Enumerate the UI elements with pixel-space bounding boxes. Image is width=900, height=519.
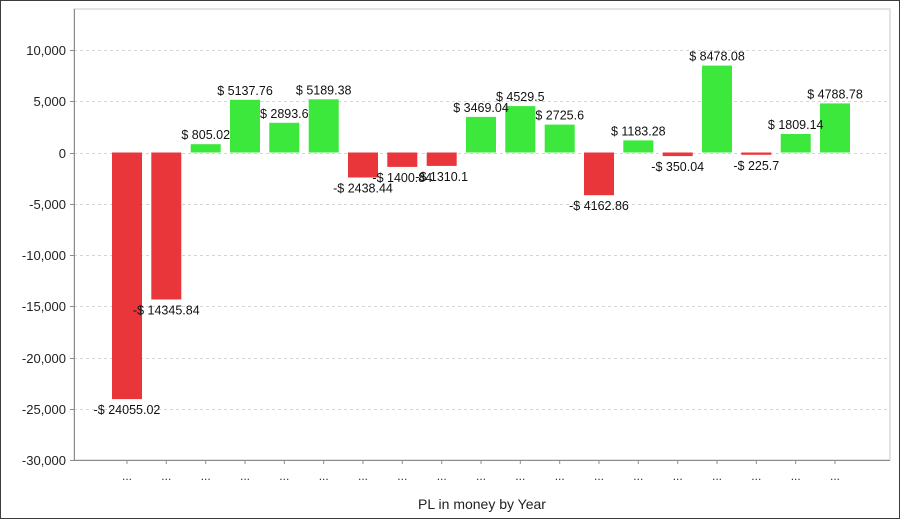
bar xyxy=(151,152,182,300)
bars xyxy=(112,65,850,400)
bar xyxy=(780,134,811,153)
data-label: -$ 14345.84 xyxy=(133,304,200,318)
bar xyxy=(190,144,221,153)
data-label: -$ 2438.44 xyxy=(333,182,393,196)
grid-lines xyxy=(73,8,891,461)
y-tick-label: -10,000 xyxy=(22,248,66,263)
x-tick-label: ... xyxy=(594,469,604,483)
bar xyxy=(112,152,142,400)
bar xyxy=(269,122,300,153)
bar xyxy=(584,152,614,196)
bar xyxy=(544,124,575,153)
x-tick-label: ... xyxy=(633,469,643,483)
data-label: $ 8478.08 xyxy=(689,50,745,64)
x-tick-label: ... xyxy=(397,469,407,483)
x-tick-label: ... xyxy=(555,469,565,483)
y-tick-label: 5,000 xyxy=(33,94,66,109)
data-label: -$ 1400.84 xyxy=(372,171,432,185)
x-tick-label: ... xyxy=(201,469,211,483)
data-label: $ 805.02 xyxy=(181,128,230,142)
bar xyxy=(230,99,260,153)
data-label: $ 1183.28 xyxy=(611,124,666,138)
x-tick-label: ... xyxy=(122,469,132,483)
data-label: $ 4788.78 xyxy=(807,87,863,101)
y-tick-label: -5,000 xyxy=(29,197,66,212)
x-tick-label: ... xyxy=(476,469,486,483)
bar xyxy=(623,140,654,153)
data-label: -$ 1310.1 xyxy=(415,170,468,184)
x-tick-label: ... xyxy=(673,469,683,483)
bar xyxy=(387,152,418,167)
data-label: $ 3469.04 xyxy=(453,101,509,115)
bar xyxy=(662,152,693,157)
x-axis-title: PL in money by Year xyxy=(418,496,546,512)
plot-area-border xyxy=(73,8,891,461)
data-label: $ 1809.14 xyxy=(768,118,824,132)
bar xyxy=(505,106,536,153)
x-tick-label: ... xyxy=(515,469,525,483)
data-label: -$ 24055.02 xyxy=(94,403,161,417)
x-tick-label: ... xyxy=(358,469,368,483)
x-tick-label: ... xyxy=(712,469,722,483)
y-tick-label: -20,000 xyxy=(22,351,66,366)
y-tick-label: -30,000 xyxy=(22,453,66,468)
bar xyxy=(308,99,339,153)
data-label: $ 5189.38 xyxy=(296,83,352,97)
bar xyxy=(741,152,772,155)
x-tick-label: ... xyxy=(830,469,840,483)
bar xyxy=(348,152,378,178)
bar xyxy=(426,152,457,166)
data-label: -$ 350.04 xyxy=(651,160,704,174)
bar xyxy=(820,103,850,153)
y-tick-label: 0 xyxy=(59,146,66,161)
data-label: $ 2725.6 xyxy=(535,109,584,123)
y-tick-label: -25,000 xyxy=(22,402,66,417)
x-tick-label: ... xyxy=(791,469,801,483)
data-label: $ 2893.6 xyxy=(260,107,309,121)
x-tick-label: ... xyxy=(161,469,171,483)
axes: -30,000 -25,000 -20,000 -15,000 -10,000 -5,00… xyxy=(22,9,890,483)
data-label: $ 4529.5 xyxy=(496,90,545,104)
data-label: -$ 225.7 xyxy=(733,159,779,173)
data-label: -$ 4162.86 xyxy=(569,199,629,213)
bar xyxy=(466,116,496,153)
y-tick-label: 10,000 xyxy=(26,43,66,58)
x-tick-label: ... xyxy=(240,469,250,483)
data-label: $ 5137.76 xyxy=(217,84,273,98)
y-tick-label: -15,000 xyxy=(22,299,66,314)
x-tick-label: ... xyxy=(751,469,761,483)
x-tick-label: ... xyxy=(319,469,329,483)
x-tick-label: ... xyxy=(437,469,447,483)
x-tick-label: ... xyxy=(279,469,289,483)
data-labels: -$ 24055.02 -$ 14345.84 $ 805.02 $ 5137.76 $… xyxy=(94,50,863,418)
bar xyxy=(702,65,732,153)
